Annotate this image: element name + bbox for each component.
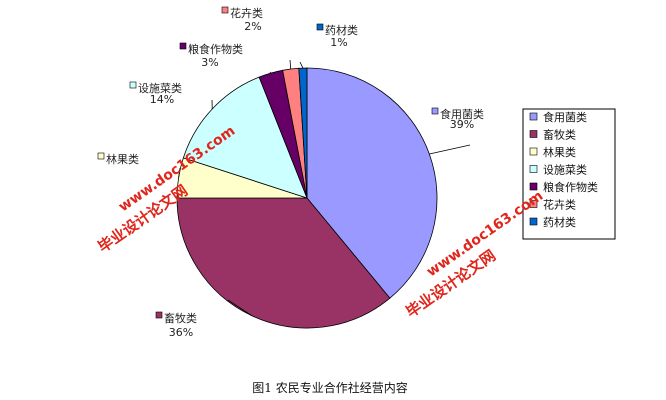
leader-line-6 [289,59,292,70]
label-swatch-3 [97,152,105,160]
slice-label-7: 药材类 [325,23,358,37]
slice-percent-2: 36% [169,326,193,339]
slice-label-5: 粮食作物类 [188,42,243,56]
slice-percent-1: 39% [450,118,474,131]
slice-percent-6: 2% [244,20,261,33]
legend-label-2: 畜牧类 [543,128,576,142]
legend-box [522,108,616,240]
legend-label-5: 粮食作物类 [543,180,598,194]
pie-slice-7 [298,67,308,199]
figure-caption: 图1 农民专业合作社经营内容 [252,380,407,395]
slice-percent-4: 14% [150,93,174,106]
legend-label-7: 药材类 [543,215,576,229]
leader-line-1 [429,144,471,155]
label-swatch-4 [129,81,137,89]
legend-swatch-5 [529,182,538,191]
slice-percent-5: 3% [201,56,218,69]
leader-lines [178,59,471,316]
label-swatch-1 [431,107,439,115]
slice-label-4: 设施菜类 [138,81,182,95]
label-swatch-2 [155,311,163,319]
legend-swatch-7 [529,217,538,226]
label-swatch-5 [179,42,187,50]
legend-swatch-3 [529,147,538,156]
legend-label-4: 设施菜类 [543,163,587,177]
label-swatch-7 [316,23,324,31]
legend-swatch-4 [529,165,538,173]
legend-swatch-6 [529,200,538,208]
slice-label-1: 食用菌类 [440,107,484,121]
leader-line-7 [299,61,304,69]
legend-swatch-1 [529,112,538,121]
slice-percent-7: 1% [330,36,347,49]
legend-label-1: 食用菌类 [543,110,587,124]
slice-label-2: 畜牧类 [164,311,197,325]
legend-label-3: 林果类 [543,145,576,159]
legend-swatch-2 [529,130,538,138]
slice-label-3: 林果类 [106,152,139,166]
leader-line-3 [178,167,181,178]
slice-label-6: 花卉类 [230,6,263,20]
leader-line-2 [227,299,252,316]
pie-slice-4 [182,76,308,199]
label-swatch-6 [221,6,229,14]
pie-slices [176,67,438,329]
leader-line-5 [269,71,272,74]
legend-label-6: 花卉类 [543,198,576,212]
